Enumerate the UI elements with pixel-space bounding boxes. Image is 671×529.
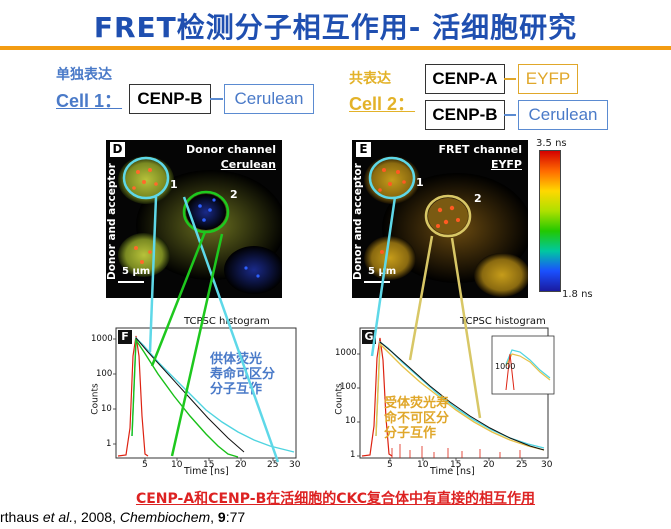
citation-journal: Chembiochem [119,509,211,525]
chart-g-xtick-25: 25 [516,460,528,470]
panel-d-channel: Donor channel [186,143,276,156]
panel-d-letter: D [110,142,125,157]
cell2-label: Cell 2： [349,94,416,114]
citation: rthaus et al., 2008, Chembiochem, 9:77 [0,509,245,525]
panel-d-side-label: Donor and acceptor [106,163,118,280]
panel-e-marker-2: 2 [474,192,482,205]
chart-f-ytick-10: 10 [101,404,112,414]
chart-f-xtick-25: 25 [267,460,279,470]
panel-e-letter: E [356,142,371,157]
citation-sep: , [210,509,218,525]
chart-f-ylabel: Counts [90,383,101,415]
panel-e-fluor: EYFP [490,158,522,171]
cell1-connector [210,98,223,100]
panel-e-side-label: Donor and acceptor [352,163,364,280]
chart-g-inset-cyan [505,349,551,379]
chart-g-ytick-1000: 1000 [335,348,357,358]
chart-f-annotation-line3: 分子互作 [210,382,263,397]
chart-f-annotation-line2: 寿命可区分 [210,367,276,382]
lifetime-colorbar [539,150,561,292]
cell1-label: Cell 1： [56,91,123,111]
chart-g-ytick-10: 10 [345,416,356,426]
title-underline [0,46,671,50]
micrograph-d: D Donor channel Cerulean 1 2 5 μm [106,140,282,298]
chart-g-ytick-100: 100 [340,382,357,392]
chart-g-annotation-line1: 受体荧光寿 [384,396,450,411]
chart-g-annotation-line3: 分子互作 [384,426,437,441]
chart-g-annotation-line2: 命不可区分 [384,411,450,426]
panel-d-scale: 5 μm [122,266,151,277]
citation-year: , 2008, [73,509,120,525]
chart-g-xtick-30: 30 [541,460,553,470]
cell1-protein-box: CENP-B [129,84,211,114]
chart-f-xtick-5: 5 [142,460,148,470]
chart-f-annotation-line1: 供体荧光 [210,352,263,367]
chart-g-xtick-10: 10 [417,460,429,470]
cell2-protein-a-box: CENP-A [425,64,505,94]
chart-g-letter: G [362,330,376,344]
chart-f-irf [117,335,149,457]
chart-f-xtick-10: 10 [171,460,183,470]
cell2-protein-b-box: CENP-B [425,100,505,130]
panel-d-fluor: Cerulean [220,158,276,171]
citation-etal: et al. [42,509,74,525]
chart-f-ytick-1000: 1000 [91,334,113,344]
chart-g-inset-ytick: 1000 [495,362,516,371]
cell1-fluor-box: Cerulean [224,84,314,114]
chart-f-xtick-20: 20 [235,460,247,470]
chart-g-ytick-1: 1 [350,450,356,460]
citation-pages: :77 [225,509,246,525]
chart-g-inset [491,335,555,395]
cell2-fluor-b-box: Cerulean [518,100,608,130]
citation-authors: rthaus [0,509,43,525]
cell2-fluor-a-box: EYFP [518,64,578,94]
panel-e-marker-1: 1 [416,176,424,189]
cell2-connector-b [504,114,516,116]
chart-f-ytick-1: 1 [106,439,112,449]
chart-f-title: TCPSC histogram [184,316,270,327]
chart-f-ytick-100: 100 [96,369,113,379]
chart-f-annotation: 供体荧光 寿命可区分 分子互作 [210,352,275,397]
chart-g-xtick-15: 15 [450,460,462,470]
panel-e-scale: 5 μm [368,266,397,277]
colorbar-top-label: 3.5 ns [536,138,567,149]
panel-d-marker-1: 1 [170,178,178,191]
chart-g-xtick-20: 20 [483,460,495,470]
chart-g-inset-yellow [505,353,551,381]
chart-f-xlabel: Time [ns] [184,466,229,477]
conclusion-text: CENP-A和CENP-B在活细胞的CKC复合体中有直接的相互作用 [135,491,536,507]
chart-f-xtick-30: 30 [289,460,301,470]
cell2-connector-a [504,78,516,80]
chart-f: F TCPSC histogram Counts Time [ns] 5 10 … [88,316,304,482]
chart-f-letter: F [118,330,132,344]
chart-g-xlabel: Time [ns] [430,466,475,477]
colorbar-bottom-label: 1.8 ns [562,289,593,300]
citation-volume: 9 [217,509,226,525]
chart-g: G TCPSC histogram Counts Time [ns] 5 10 … [330,316,556,482]
panel-d-marker-2: 2 [230,188,238,201]
chart-g-annotation: 受体荧光寿 命不可区分 分子互作 [384,396,449,441]
cell1-note: 单独表达 [56,67,112,83]
chart-g-inset-red [505,353,515,391]
cell2-note: 共表达 [349,71,391,87]
panel-e-channel: FRET channel [438,143,523,156]
chart-f-xtick-15: 15 [203,460,215,470]
micrograph-e: E FRET channel EYFP 1 2 5 μm [352,140,528,298]
chart-g-xtick-5: 5 [387,460,393,470]
page-title: FRET检测分子相互作用- 活细胞研究 [93,11,578,44]
chart-g-title: TCPSC histogram [460,316,546,327]
